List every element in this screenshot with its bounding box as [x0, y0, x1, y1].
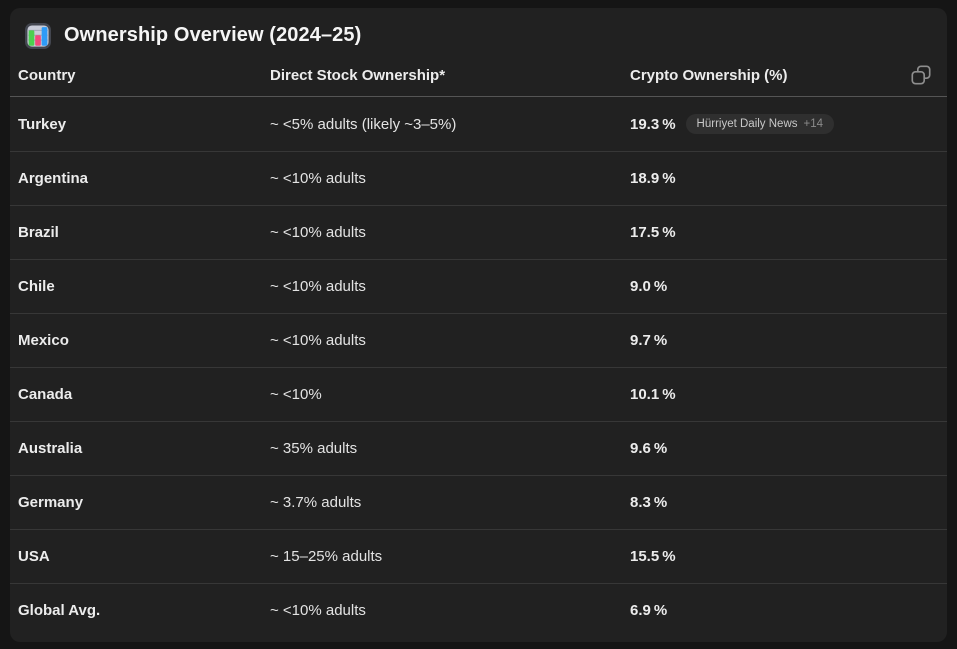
stock-ownership-cell: ~ <10% adults — [270, 170, 366, 187]
stock-ownership-cell: ~ <10% adults — [270, 602, 366, 619]
stock-ownership-cell: ~ <10% adults — [270, 224, 366, 241]
crypto-ownership-cell: 17.5 % — [630, 224, 939, 241]
country-cell: Argentina — [18, 170, 89, 187]
crypto-value: 10.1 % — [630, 386, 676, 403]
table-row: Mexico ~ <10% adults 9.7 % — [10, 313, 947, 367]
crypto-ownership-cell: 6.9 % — [630, 602, 939, 619]
crypto-value: 17.5 % — [630, 224, 676, 241]
stock-ownership-cell: ~ <10% adults — [270, 332, 366, 349]
crypto-value: 18.9 % — [630, 170, 676, 187]
column-header-crypto: Crypto Ownership (%) — [630, 66, 788, 84]
stock-ownership-cell: ~ <5% adults (likely ~3–5%) — [270, 115, 457, 133]
table-row: Argentina ~ <10% adults 18.9 % — [10, 151, 947, 205]
table-row: Germany ~ 3.7% adults 8.3 % — [10, 475, 947, 529]
crypto-value: 15.5 % — [630, 548, 676, 565]
table-row: Canada ~ <10% 10.1 % — [10, 367, 947, 421]
copy-table-button[interactable] — [907, 61, 935, 89]
crypto-value: 8.3 % — [630, 494, 668, 511]
message-card: Ownership Overview (2024–25) Country Dir… — [10, 8, 947, 642]
crypto-ownership-cell: 15.5 % — [630, 548, 939, 565]
table-row: Turkey ~ <5% adults (likely ~3–5%) 19.3 % H… — [10, 97, 947, 151]
bar-chart-icon — [25, 22, 51, 49]
column-header-country: Country — [18, 66, 76, 84]
table-header: Country Direct Stock Ownership* Crypto O… — [10, 54, 947, 97]
stock-ownership-cell: ~ 35% adults — [270, 440, 358, 457]
country-cell: Global Avg. — [18, 602, 101, 619]
crypto-value: 9.7 % — [630, 332, 668, 349]
table-row: Global Avg. ~ <10% adults 6.9 % — [10, 583, 947, 637]
stock-ownership-cell: ~ 15–25% adults — [270, 548, 383, 565]
crypto-value: 9.0 % — [630, 278, 668, 295]
stock-ownership-cell: ~ 3.7% adults — [270, 494, 362, 511]
table-row: Chile ~ <10% adults 9.0 % — [10, 259, 947, 313]
country-cell: Canada — [18, 386, 73, 403]
table-row: USA ~ 15–25% adults 15.5 % — [10, 529, 947, 583]
stock-ownership-cell: ~ <10% — [270, 386, 322, 403]
citation-source: Hürriyet Daily News — [696, 118, 798, 130]
crypto-ownership-cell: 9.6 % — [630, 440, 939, 457]
crypto-ownership-cell: 18.9 % — [630, 170, 939, 187]
country-cell: Brazil — [18, 224, 59, 241]
crypto-ownership-cell: 8.3 % — [630, 494, 939, 511]
table-body: Turkey ~ <5% adults (likely ~3–5%) 19.3 % H… — [10, 97, 947, 637]
page-title: Ownership Overview (2024–25) — [64, 24, 362, 46]
citation-badge[interactable]: Hürriyet Daily News +14 — [685, 114, 835, 134]
crypto-ownership-cell: 9.7 % — [630, 332, 939, 349]
column-header-stock: Direct Stock Ownership* — [270, 66, 446, 84]
country-cell: Australia — [18, 440, 83, 457]
country-cell: Chile — [18, 278, 55, 295]
table-row: Australia ~ 35% adults 9.6 % — [10, 421, 947, 475]
country-cell: Turkey — [18, 115, 67, 133]
crypto-ownership-cell: 10.1 % — [630, 386, 939, 403]
country-cell: Germany — [18, 494, 84, 511]
crypto-ownership-cell: 9.0 % — [630, 278, 939, 295]
citation-more-count: +14 — [803, 118, 824, 130]
title-row: Ownership Overview (2024–25) — [10, 8, 947, 54]
table-row: Brazil ~ <10% adults 17.5 % — [10, 205, 947, 259]
copy-icon — [910, 64, 932, 86]
crypto-value: 6.9 % — [630, 602, 668, 619]
crypto-value: 19.3 % — [630, 115, 676, 133]
country-cell: USA — [18, 548, 50, 565]
stock-ownership-cell: ~ <10% adults — [270, 278, 366, 295]
crypto-value: 9.6 % — [630, 440, 668, 457]
crypto-ownership-cell: 19.3 % Hürriyet Daily News +14 — [630, 114, 939, 134]
country-cell: Mexico — [18, 332, 69, 349]
